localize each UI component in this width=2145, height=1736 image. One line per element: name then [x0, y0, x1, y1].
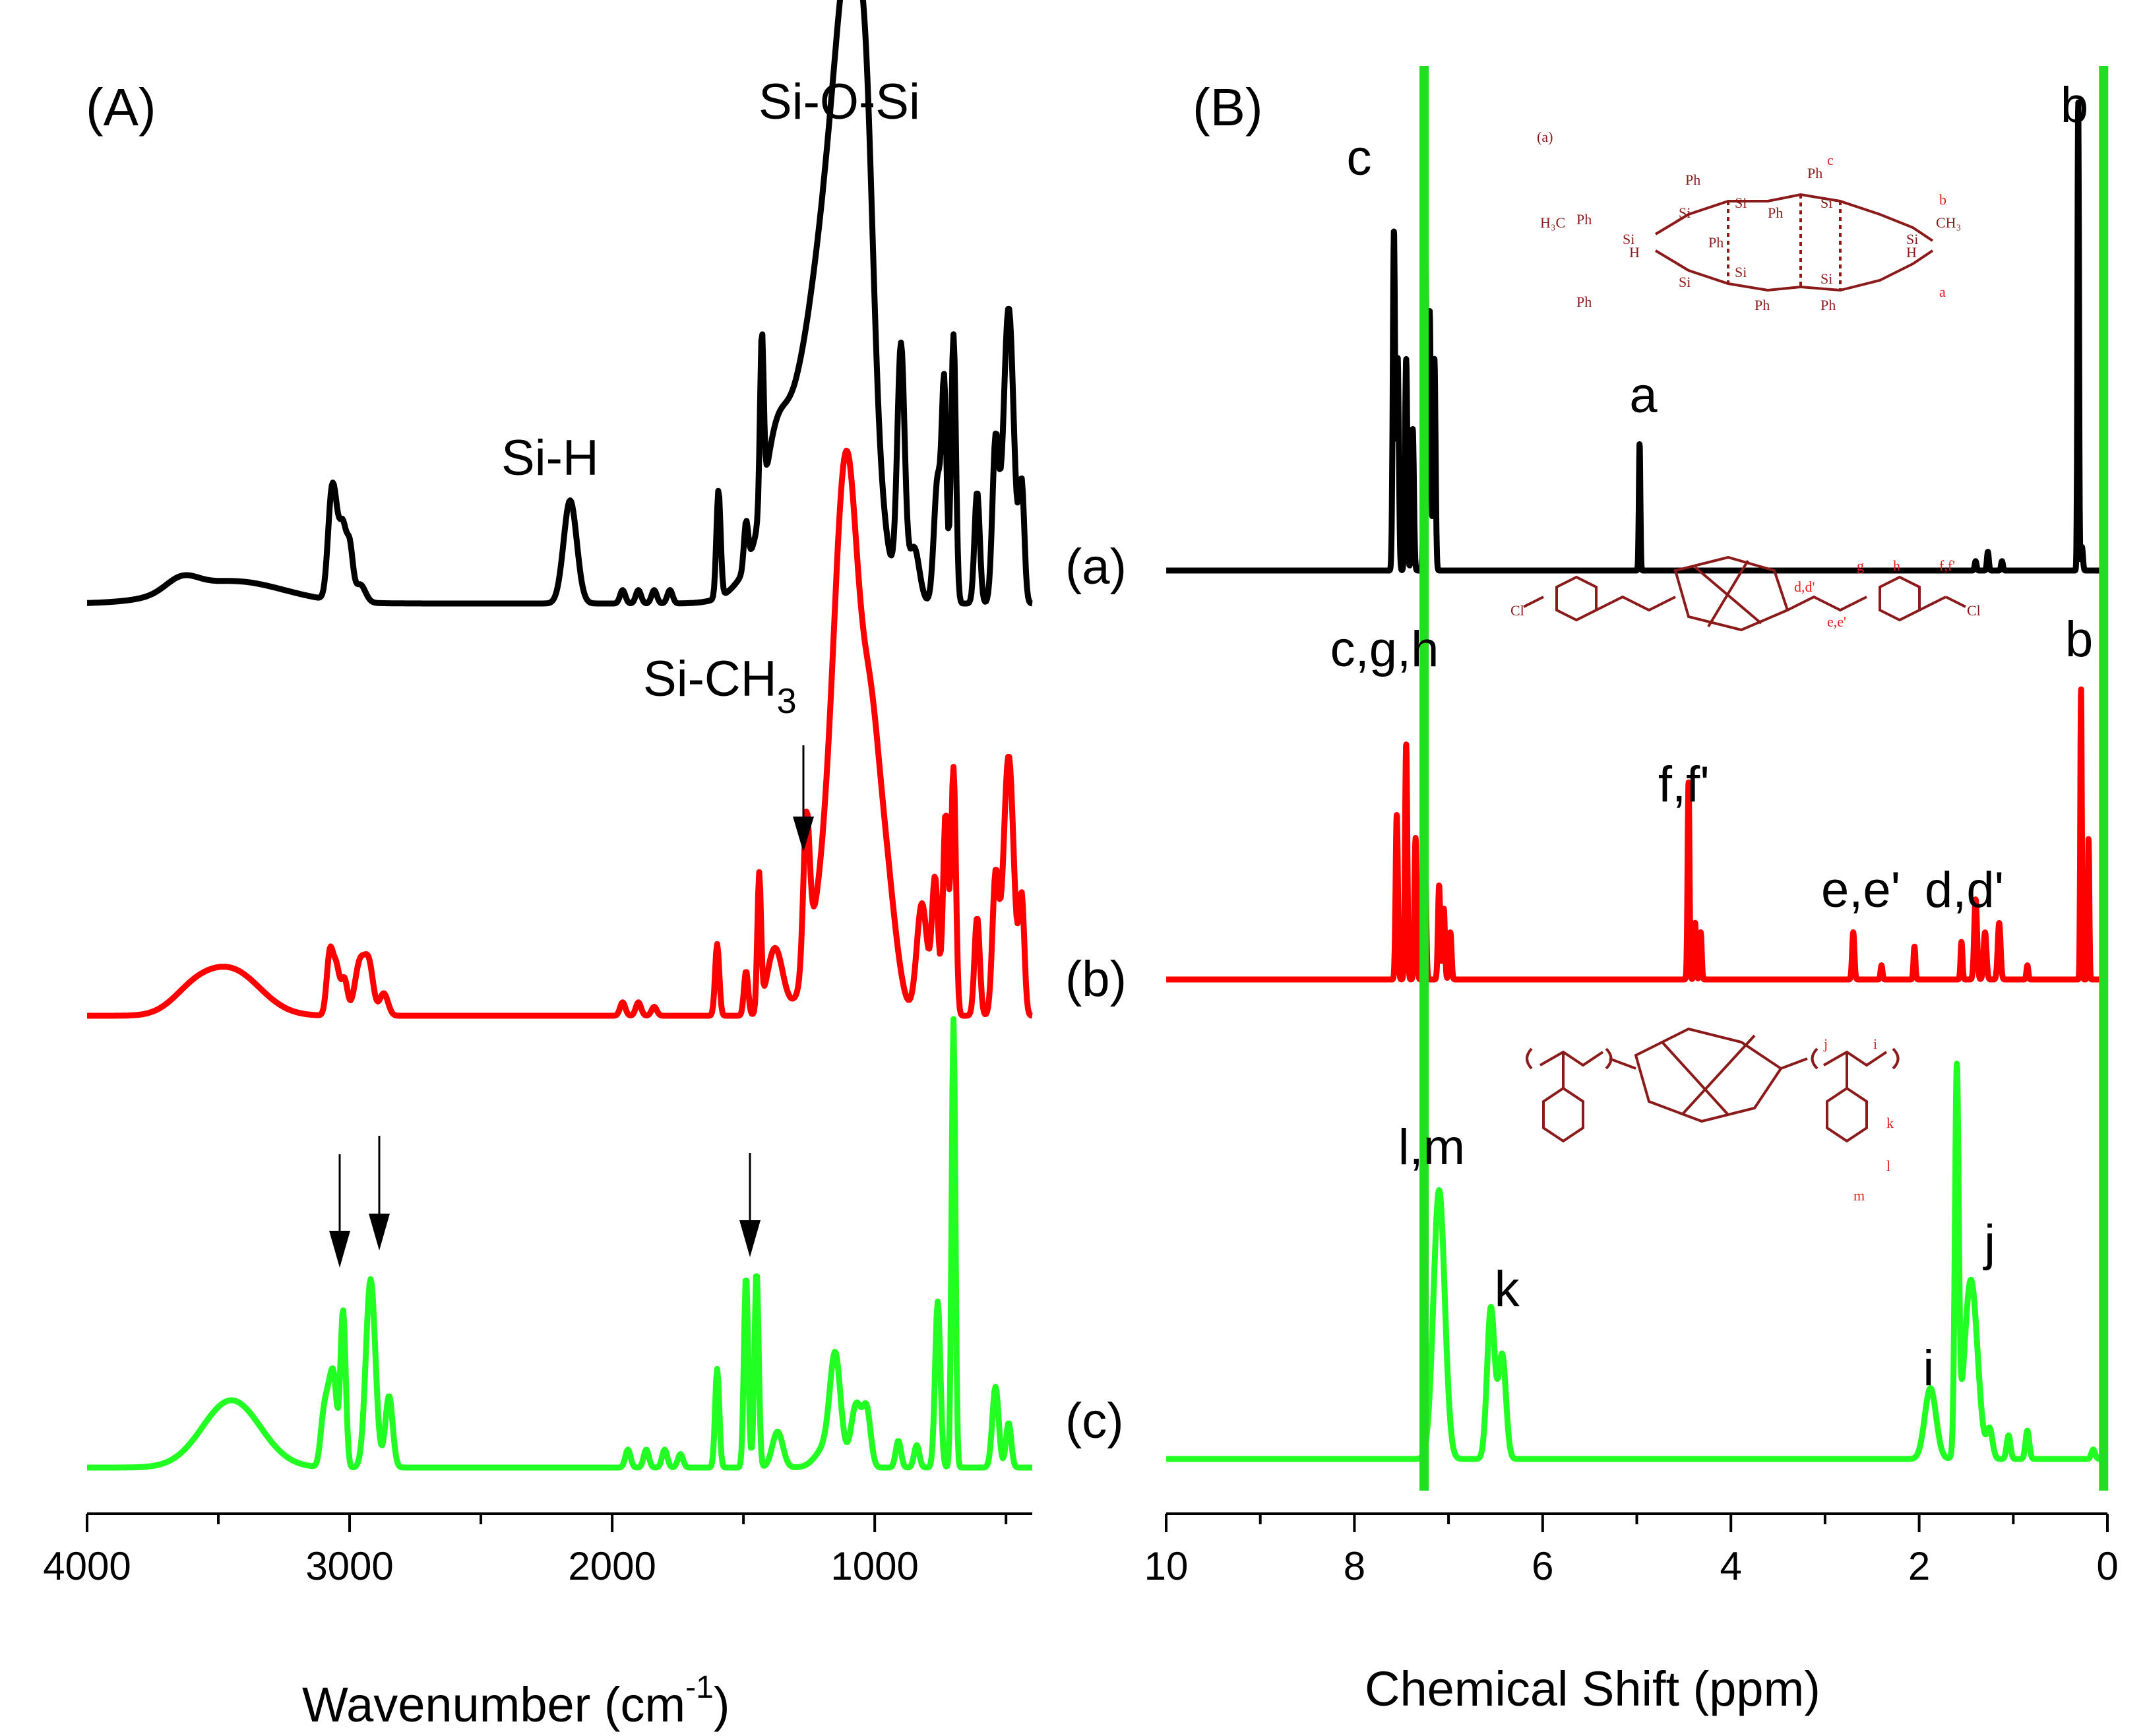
nmr-x-tick-label: 0 [2096, 1544, 2118, 1588]
svg-text:Ph: Ph [1576, 294, 1592, 310]
svg-text:Ph: Ph [1685, 171, 1700, 188]
structure-c-polystyrene: j i k l m [1526, 1027, 1900, 1204]
nmr-x-tick-label: 8 [1344, 1544, 1365, 1588]
svg-text:Cl: Cl [1510, 602, 1524, 619]
nmr-peak-label: k [1495, 1261, 1520, 1317]
ftir-series-b [85, 447, 1034, 1019]
nmr-x-axis-title: Chemical Shift (ppm) [1365, 1661, 1820, 1716]
svg-text:Si: Si [1623, 231, 1634, 247]
svg-text:Si: Si [1735, 264, 1747, 280]
svg-text:Ph: Ph [1576, 211, 1592, 228]
svg-text:H₃C: H₃C [1540, 214, 1565, 231]
nmr-x-tick-label: 6 [1532, 1544, 1553, 1588]
arrow-1450 [739, 1153, 761, 1257]
nmr-peak-label: c,g,h [1330, 621, 1439, 677]
structure-b-chloromethyl: Cl Cl d,d' e,e' g h f,f' [1510, 555, 1981, 632]
svg-text:Si: Si [1679, 204, 1691, 221]
ftir-x-tick-label: 3000 [305, 1544, 393, 1588]
svg-text:g: g [1857, 557, 1864, 574]
nmr-x-tick-label: 2 [1908, 1544, 1930, 1588]
ftir-x-tick-label: 1000 [830, 1544, 918, 1588]
svg-text:j: j [1823, 1036, 1828, 1052]
panel-a-label: (A) [86, 78, 156, 137]
svg-text:k: k [1886, 1115, 1894, 1131]
svg-text:Ph: Ph [1755, 297, 1770, 313]
svg-text:Ph: Ph [1820, 297, 1836, 313]
svg-text:(a): (a) [1537, 129, 1553, 145]
nmr-x-axis: 10 8 6 4 2 0 [1144, 1512, 2119, 1588]
ftir-series-label-c: (c) [1065, 1393, 1124, 1449]
nmr-peak-label: b [2061, 77, 2088, 133]
nmr-series-c [1164, 1061, 2111, 1462]
svg-text:a: a [1939, 284, 1946, 300]
svg-text:Si: Si [1735, 195, 1747, 211]
ftir-series-label-a: (a) [1065, 539, 1127, 595]
ftir-x-axis-title: Wavenumber (cm-1) [302, 1670, 730, 1732]
nmr-peak-label: l,m [1398, 1119, 1465, 1175]
svg-text:c: c [1827, 152, 1834, 168]
ftir-annotation-1: Si-O-Si [759, 74, 920, 130]
svg-text:f,f': f,f' [1939, 557, 1955, 574]
nmr-peak-label: e,e' [1821, 862, 1900, 918]
ftir-x-tick-label: 4000 [43, 1544, 131, 1588]
ftir-annotation-3: Si-CH3 [643, 651, 797, 721]
svg-text:l: l [1886, 1158, 1890, 1174]
svg-text:Si: Si [1679, 274, 1691, 290]
ftir-series-c [85, 1016, 1034, 1471]
svg-text:H: H [1629, 244, 1640, 261]
nmr-peak-label: i [1923, 1340, 1934, 1396]
nmr-series-a [1164, 100, 2111, 574]
svg-text:H: H [1906, 244, 1917, 261]
nmr-x-tick-label: 10 [1144, 1544, 1189, 1588]
svg-text:m: m [1853, 1187, 1865, 1204]
nmr-series-b [1164, 686, 2111, 983]
arrow-3025 [329, 1154, 350, 1268]
ftir-arrows [329, 745, 814, 1268]
svg-text:Ph: Ph [1708, 234, 1724, 251]
nmr-peak-label: b [2065, 611, 2093, 667]
svg-text:Si: Si [1820, 270, 1832, 287]
svg-text:Si: Si [1820, 195, 1832, 211]
cage-bonds [1654, 193, 1934, 292]
ftir-x-axis: 4000 3000 2000 1000 [43, 1512, 1032, 1588]
ftir-x-tick-label: 2000 [568, 1544, 656, 1588]
structure-a-cage-siloxane: (a) Ph Ph Ph Ph Ph H H₃C Si Si Si Si Si … [1537, 129, 1961, 313]
ftir-series-label-b: (b) [1065, 951, 1127, 1007]
svg-text:e,e': e,e' [1827, 613, 1846, 630]
ftir-annotation-2: Si-H [501, 430, 599, 486]
arrow-si-ch3 [793, 745, 814, 852]
arrow-2920 [369, 1136, 390, 1251]
svg-text:b: b [1939, 191, 1946, 208]
svg-text:d,d': d,d' [1794, 578, 1815, 595]
svg-text:Ph: Ph [1768, 204, 1783, 221]
svg-text:CH₃: CH₃ [1936, 214, 1961, 231]
nmr-peak-label: j [1983, 1215, 1995, 1271]
nmr-x-tick-label: 4 [1720, 1544, 1742, 1588]
svg-text:Ph: Ph [1807, 165, 1822, 181]
ftir-series-a [85, 0, 1034, 607]
svg-text:Si: Si [1906, 231, 1918, 247]
svg-text:Cl: Cl [1967, 602, 1981, 619]
svg-text:h: h [1893, 557, 1900, 574]
nmr-peak-label: d,d' [1925, 862, 2004, 918]
svg-text:i: i [1873, 1036, 1877, 1052]
panel-b-label: (B) [1193, 78, 1263, 137]
nmr-peak-label: f,f' [1658, 757, 1710, 813]
ftir-panel: (A) (a) (b) (c) Si-O-Si Si-H Si-CH3 4000 [43, 0, 1127, 1732]
nmr-peak-label: c [1347, 130, 1372, 186]
nmr-peak-label: a [1629, 367, 1658, 423]
